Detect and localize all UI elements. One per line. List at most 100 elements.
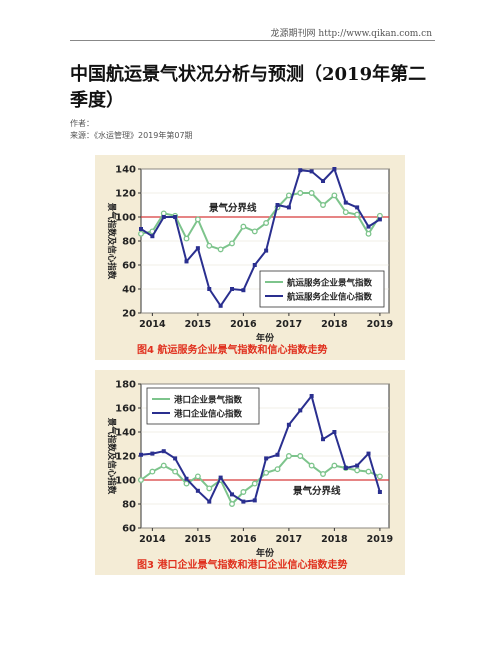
x-tick-label: 2016	[230, 319, 257, 330]
data-point	[251, 480, 258, 487]
data-point	[309, 394, 314, 398]
series-line	[140, 167, 381, 308]
data-point	[241, 499, 246, 504]
data-point	[377, 490, 382, 494]
data-point	[138, 477, 144, 483]
data-point	[332, 167, 337, 171]
series-line	[140, 393, 381, 504]
x-axis-label: 年份	[256, 547, 275, 559]
data-point	[321, 437, 326, 442]
data-point	[263, 220, 270, 226]
data-point	[297, 453, 304, 459]
data-point	[172, 468, 179, 475]
data-point	[183, 480, 190, 487]
data-point	[241, 288, 246, 293]
data-point	[263, 469, 270, 476]
legend-label: 港口企业信心指数	[174, 409, 243, 420]
legend-label: 航运服务企业信心指数	[287, 292, 373, 303]
data-point	[139, 452, 143, 457]
site-header-text[interactable]: 龙源期刊网 http://www.qikan.com.cn	[270, 29, 432, 39]
x-tick-label: 2017	[276, 534, 302, 545]
data-point	[183, 235, 190, 242]
x-tick-label: 2016	[230, 534, 257, 545]
data-point	[298, 168, 303, 173]
data-point	[194, 473, 201, 480]
data-point	[150, 234, 155, 239]
y-tick-label: 80	[122, 500, 136, 511]
data-point	[343, 200, 348, 205]
data-point	[240, 489, 247, 495]
x-tick-label: 2019	[367, 319, 393, 330]
data-point	[150, 451, 155, 456]
data-point	[195, 488, 200, 493]
data-point	[354, 467, 361, 474]
data-point	[251, 228, 258, 235]
article-author: 作者：	[70, 119, 94, 128]
data-point	[285, 453, 292, 459]
data-point	[298, 408, 303, 413]
y-tick-label: 160	[115, 404, 136, 415]
data-point	[139, 227, 143, 231]
data-point	[343, 466, 348, 470]
x-tick-label: 2019	[367, 534, 393, 545]
data-point	[332, 430, 337, 434]
data-point	[377, 217, 382, 222]
x-tick-label: 2015	[185, 319, 211, 330]
figure-caption: 图4 航运服务企业景气指数和信心指数走势	[137, 343, 327, 356]
data-point	[149, 468, 156, 475]
data-point	[240, 223, 247, 230]
x-tick-label: 2018	[321, 319, 348, 330]
article-title: 中国航运景气状况分析与预测（2019年第二季度）	[70, 64, 427, 111]
x-tick-label: 2014	[139, 534, 166, 545]
article-source: 来源：《水运管理》2019年第07期	[70, 131, 193, 140]
data-point	[308, 190, 315, 196]
y-tick-label: 120	[115, 452, 136, 463]
threshold-label: 景气分界线	[208, 202, 257, 214]
chart-shipping-index: 20 40 60 80 100 120 140 2014 2015 2016 2017 2018 201…	[106, 165, 393, 357]
y-axis-label: 景气指数及信心指数	[106, 203, 117, 280]
data-point	[331, 462, 338, 469]
data-point	[275, 203, 280, 207]
data-point	[252, 263, 257, 267]
figure-caption: 图3 港口企业景气指数和港口企业信心指数走势	[137, 558, 347, 571]
legend-box	[146, 387, 260, 425]
y-tick-label: 60	[122, 524, 136, 535]
data-point	[173, 456, 178, 461]
x-tick-label: 2014	[139, 319, 166, 330]
data-point	[206, 485, 213, 492]
y-tick-label: 40	[122, 285, 136, 296]
y-tick-label: 120	[115, 189, 136, 200]
y-tick-label: 20	[122, 309, 136, 320]
data-point	[184, 259, 189, 264]
data-point	[195, 246, 200, 251]
data-point	[194, 216, 201, 223]
data-point	[354, 211, 361, 218]
y-tick-label: 140	[115, 428, 136, 439]
data-point	[365, 230, 372, 237]
data-point	[366, 224, 371, 229]
data-point	[286, 205, 291, 210]
y-tick-label: 60	[122, 261, 136, 272]
figure-port-index: 60 80 100 120 140 160 180 2014 2015 2016 2017 2018 2…	[95, 370, 405, 575]
data-point	[207, 499, 212, 504]
data-point	[275, 452, 280, 457]
data-point	[285, 192, 292, 199]
x-axis-label: 年份	[256, 332, 275, 344]
data-point	[218, 475, 223, 480]
data-point	[184, 476, 189, 481]
x-tick-label: 2015	[185, 534, 211, 545]
data-point	[264, 248, 269, 253]
x-tick-label: 2017	[276, 319, 302, 330]
data-point	[229, 501, 235, 507]
data-point	[297, 190, 304, 196]
data-point	[286, 422, 291, 427]
data-point	[366, 451, 371, 456]
data-point	[321, 179, 326, 183]
series-line	[140, 192, 381, 251]
data-point	[160, 462, 167, 469]
data-point	[320, 471, 326, 477]
y-tick-label: 100	[115, 476, 136, 487]
data-point	[230, 492, 235, 497]
data-point	[138, 230, 144, 237]
chart-port-index: 60 80 100 120 140 160 180 2014 2015 2016 2017 2018 2…	[106, 380, 393, 572]
